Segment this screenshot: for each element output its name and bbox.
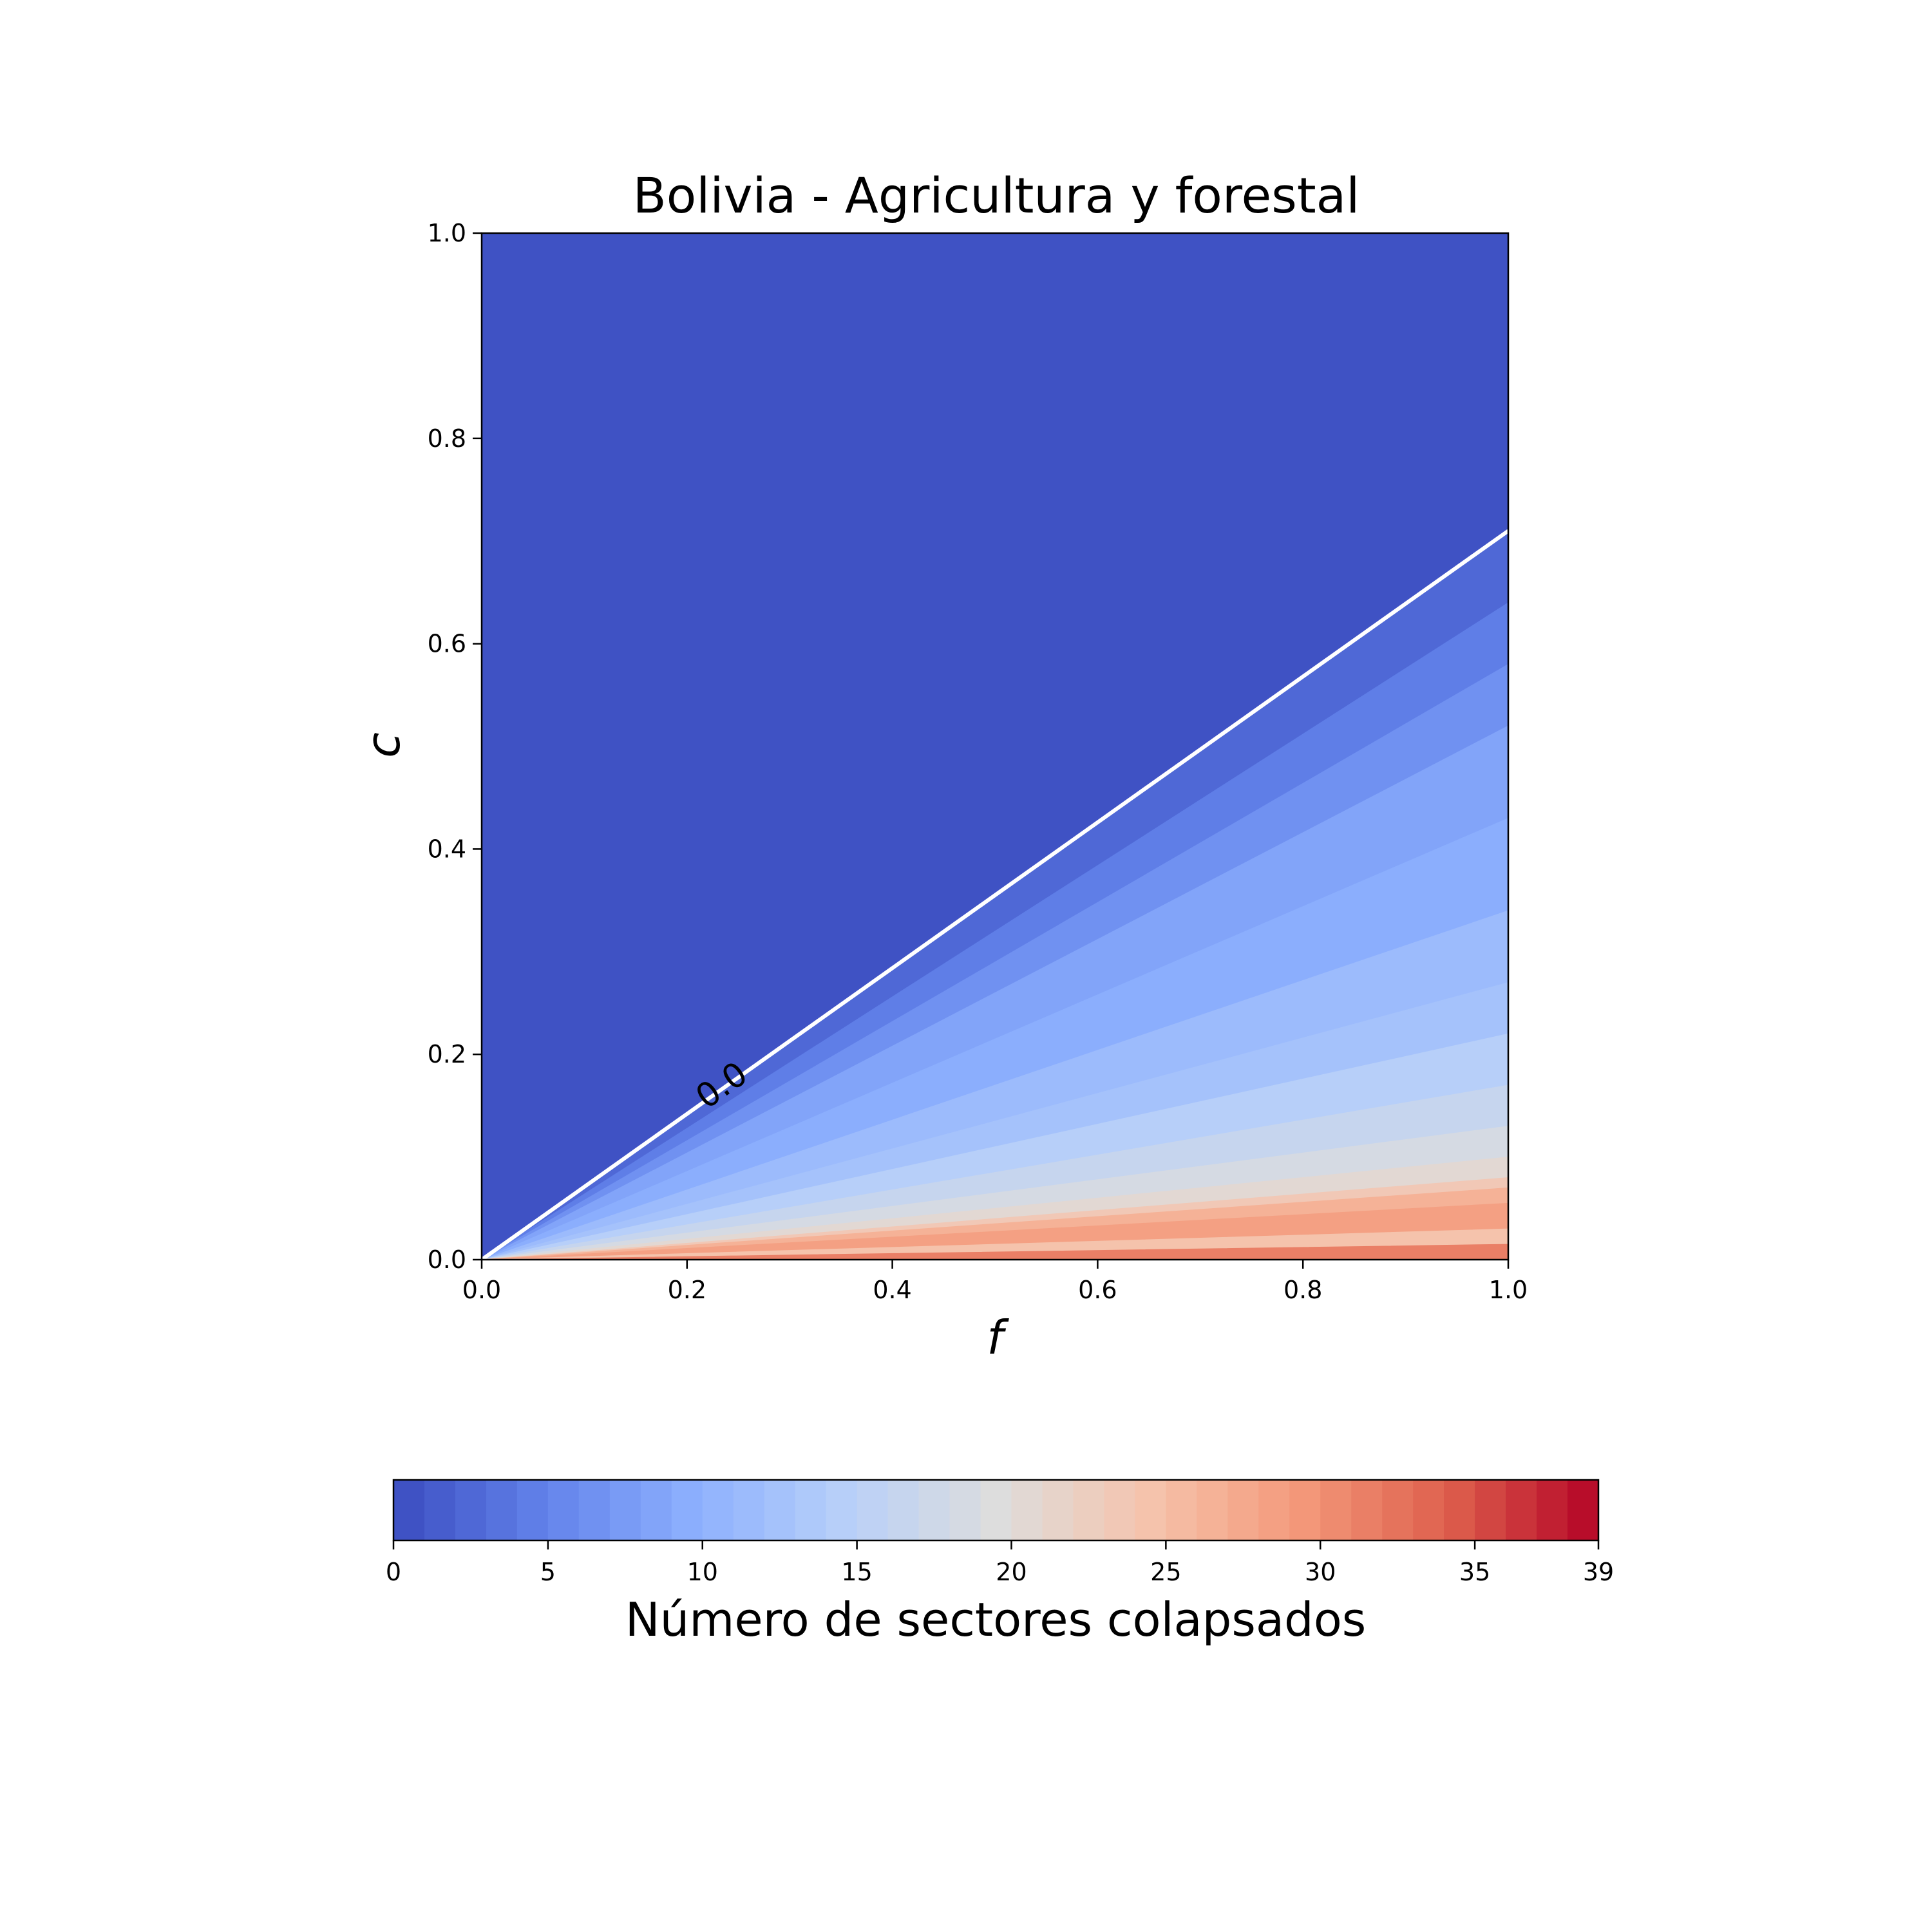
colorbar-segment: [640, 1480, 672, 1540]
colorbar-tick-label: 0: [386, 1558, 401, 1586]
colorbar-segment: [702, 1480, 734, 1540]
colorbar-segment: [1135, 1480, 1166, 1540]
colorbar-tick-label: 15: [841, 1558, 872, 1586]
colorbar-segment: [1227, 1480, 1259, 1540]
colorbar-segment: [887, 1480, 920, 1540]
colorbar-segment: [516, 1480, 549, 1540]
colorbar-segment: [1567, 1480, 1599, 1540]
contour-zero-line: [482, 529, 1508, 1260]
heatmap-band-16: [482, 1244, 1508, 1260]
colorbar-segment: [424, 1480, 456, 1540]
colorbar-segment: [1011, 1480, 1043, 1540]
x-axis-ticks: 0.0 0.2 0.4 0.6 0.8 1.0: [462, 1260, 1528, 1304]
colorbar-segment: [1258, 1480, 1290, 1540]
x-tick-label: 0.4: [873, 1276, 911, 1304]
colorbar-segment: [1042, 1480, 1074, 1540]
colorbar-segment: [1413, 1480, 1444, 1540]
colorbar-segment: [918, 1480, 951, 1540]
colorbar-segment: [455, 1480, 487, 1540]
y-tick-label: 0.6: [428, 630, 466, 658]
colorbar-segment: [949, 1480, 981, 1540]
colorbar-segment: [547, 1480, 580, 1540]
plot-frame: [480, 232, 1510, 1261]
colorbar-segment: [857, 1480, 889, 1540]
heatmap-area: [482, 233, 1508, 1260]
colorbar-ticks: 0 5 10 15 20 25 30 35 39: [386, 1540, 1614, 1586]
y-tick-label: 0.4: [428, 835, 466, 863]
x-tick-label: 0.8: [1283, 1276, 1322, 1304]
colorbar-segment: [1104, 1480, 1135, 1540]
y-tick-label: 1.0: [428, 219, 466, 247]
colorbar-segment: [1166, 1480, 1197, 1540]
colorbar-segment: [578, 1480, 611, 1540]
colorbar-segment: [486, 1480, 518, 1540]
colorbar-tick-label: 35: [1459, 1558, 1490, 1586]
colorbar: [393, 1480, 1599, 1540]
colorbar-tick-label: 39: [1583, 1558, 1614, 1586]
colorbar-tick-label: 20: [996, 1558, 1027, 1586]
colorbar-segment: [671, 1480, 703, 1540]
y-tick-label: 0.0: [428, 1245, 466, 1274]
colorbar-segment: [1289, 1480, 1321, 1540]
colorbar-tick-label: 25: [1150, 1558, 1181, 1586]
colorbar-segment: [1320, 1480, 1352, 1540]
colorbar-segment: [764, 1480, 796, 1540]
colorbar-frame: [392, 1479, 1600, 1542]
y-axis-ticks: 0.0 0.2 0.4 0.6 0.8 1.0: [428, 219, 482, 1274]
colorbar-tick-label: 10: [687, 1558, 718, 1586]
colorbar-segment: [393, 1480, 425, 1540]
colorbar-segment: [1444, 1480, 1475, 1540]
colorbar-label: Número de sectores colapsados: [625, 1593, 1367, 1647]
colorbar-segment: [1506, 1480, 1537, 1540]
x-tick-label: 1.0: [1489, 1276, 1528, 1304]
colorbar-tick-label: 5: [540, 1558, 556, 1586]
chart-title: Bolivia - Agricultura y forestal: [633, 167, 1360, 224]
colorbar-segment: [1475, 1480, 1506, 1540]
x-tick-label: 0.2: [668, 1276, 706, 1304]
colorbar-segment: [1537, 1480, 1568, 1540]
x-tick-label: 0.6: [1078, 1276, 1117, 1304]
colorbar-segment: [795, 1480, 827, 1540]
colorbar-segment: [980, 1480, 1012, 1540]
x-axis-label: f: [987, 1311, 1009, 1365]
colorbar-segment: [1073, 1480, 1105, 1540]
y-tick-label: 0.8: [428, 424, 466, 453]
colorbar-segment: [609, 1480, 641, 1540]
colorbar-segment: [826, 1480, 858, 1540]
x-tick-label: 0.0: [462, 1276, 501, 1304]
contour-line: [482, 529, 1508, 1260]
colorbar-segment: [1351, 1480, 1383, 1540]
colorbar-tick-label: 30: [1305, 1558, 1336, 1586]
y-axis-label: c: [356, 732, 410, 758]
colorbar-segment: [733, 1480, 765, 1540]
colorbar-segment: [1382, 1480, 1414, 1540]
colorbar-segment: [1197, 1480, 1228, 1540]
y-tick-label: 0.2: [428, 1040, 466, 1068]
